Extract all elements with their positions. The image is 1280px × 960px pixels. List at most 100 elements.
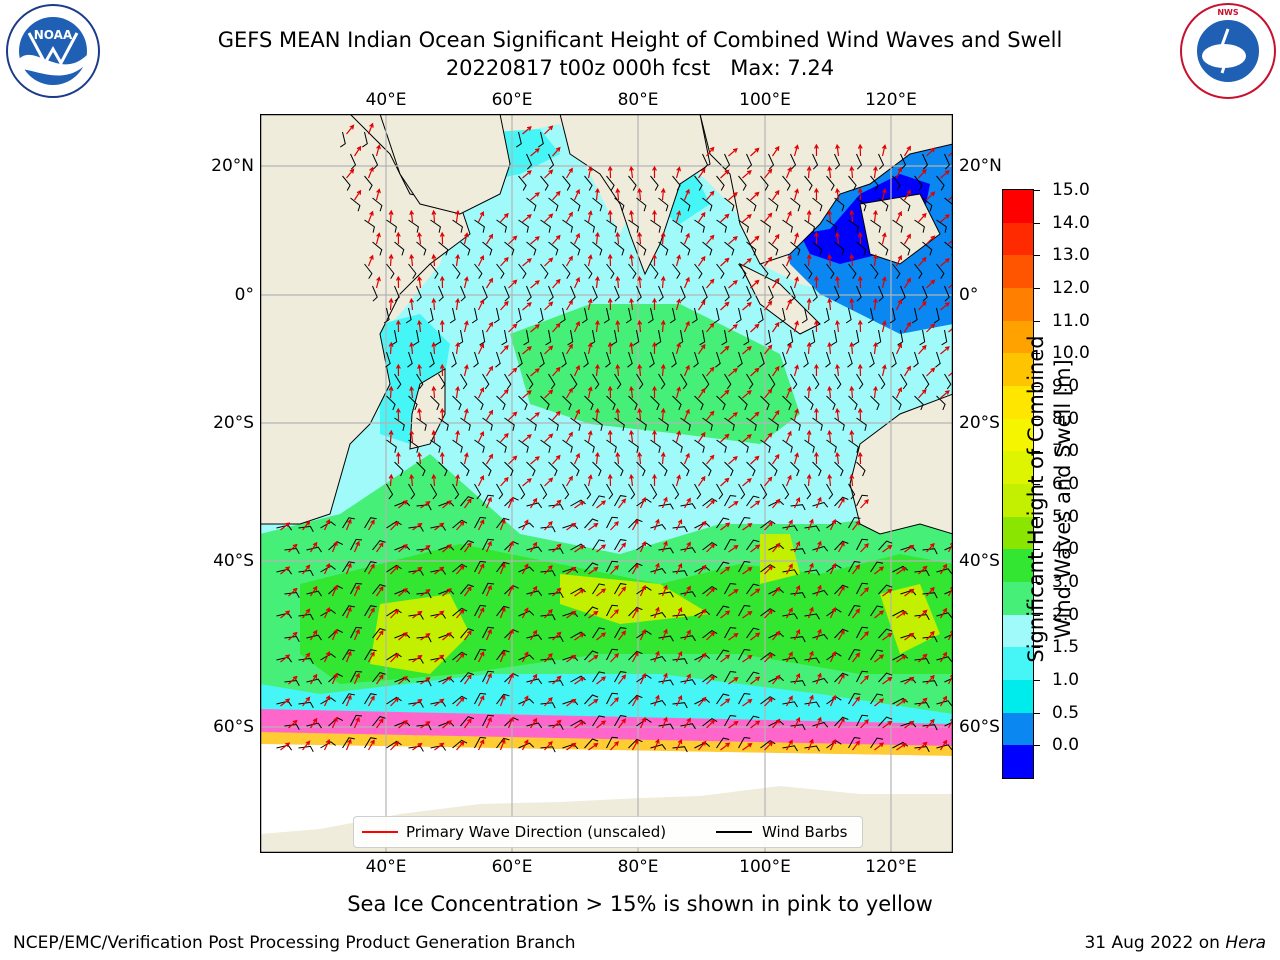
wave-direction-arrow (552, 146, 561, 157)
wave-direction-arrow (629, 341, 634, 355)
wave-direction-arrow (288, 543, 298, 553)
wind-barb (760, 175, 769, 191)
wave-direction-arrow (827, 209, 833, 223)
wind-barb (658, 417, 669, 431)
wind-barb (650, 263, 659, 279)
wind-barb (298, 657, 314, 664)
wave-direction-arrow (309, 629, 318, 641)
wave-direction-arrow (390, 653, 400, 663)
wind-barb (407, 351, 413, 368)
wind-barb (768, 241, 779, 256)
wave-direction-arrow (837, 497, 845, 509)
wave-direction-arrow (772, 409, 780, 421)
wind-barb (944, 721, 953, 727)
wind-barb (672, 746, 688, 753)
wind-barb (650, 700, 667, 706)
wave-direction-arrow (639, 496, 646, 509)
wave-direction-arrow (566, 698, 577, 707)
wind-barb (848, 483, 856, 500)
wind-barb (372, 197, 383, 212)
wave-direction-arrow (940, 258, 950, 267)
wind-barb (474, 263, 483, 279)
wave-direction-arrow (464, 630, 472, 641)
wave-direction-arrow (529, 497, 538, 509)
wave-direction-arrow (637, 363, 643, 377)
wave-direction-arrow (918, 300, 927, 311)
wave-direction-arrow (280, 654, 291, 663)
wind-barb (672, 439, 683, 453)
wind-barb (672, 702, 688, 709)
wave-direction-arrow (398, 543, 408, 553)
wave-direction-arrow (793, 716, 801, 729)
wind-barb (471, 307, 478, 324)
wave-direction-arrow (852, 740, 861, 751)
colorbar-title-line1: Significant Height of Combined (1024, 335, 1048, 663)
wave-direction-arrow (500, 432, 509, 443)
wave-direction-arrow (813, 407, 819, 421)
wind-barb (672, 526, 688, 533)
wave-direction-arrow (785, 519, 793, 531)
wave-direction-arrow (507, 584, 514, 597)
wind-barb (625, 307, 632, 324)
wave-direction-arrow (815, 540, 822, 553)
wave-direction-arrow (793, 144, 799, 157)
wind-barb (848, 648, 861, 661)
wave-direction-arrow (835, 275, 840, 289)
wind-barb (559, 307, 566, 324)
wave-direction-arrow (706, 499, 716, 509)
wind-barb (386, 219, 397, 233)
wind-barb (342, 605, 355, 617)
wave-direction-arrow (631, 739, 639, 751)
wave-direction-arrow (431, 209, 437, 223)
wave-direction-arrow (573, 408, 580, 421)
wind-barb (746, 461, 756, 477)
wave-direction-arrow (607, 473, 613, 487)
wave-direction-arrow (772, 630, 781, 641)
wind-barb (474, 560, 487, 573)
wave-direction-arrow (588, 610, 599, 619)
wind-barb (636, 630, 652, 639)
wind-barb (495, 351, 501, 368)
wave-direction-arrow (500, 344, 509, 355)
wind-barb (386, 395, 396, 411)
wind-barb (584, 606, 599, 617)
wave-direction-arrow (288, 631, 298, 641)
wind-barb (746, 583, 760, 595)
wave-direction-arrow (629, 209, 634, 223)
ocean-yellow-green (370, 534, 940, 674)
wind-barb (826, 483, 834, 500)
wind-barb (848, 395, 858, 411)
wave-direction-arrow (895, 386, 902, 399)
wave-direction-arrow (629, 429, 634, 443)
wave-direction-arrow (813, 231, 819, 245)
wave-direction-arrow (939, 651, 948, 663)
wave-direction-arrow (565, 167, 573, 179)
wave-direction-arrow (806, 341, 812, 355)
wind-barb (474, 692, 487, 705)
wind-barb (548, 680, 564, 687)
wave-direction-arrow (683, 276, 690, 289)
wind-barb (892, 565, 909, 573)
wave-direction-arrow (881, 364, 887, 377)
wind-barb (320, 653, 336, 661)
wind-barb (790, 636, 806, 643)
wind-barb (650, 175, 659, 191)
wind-barb (584, 175, 593, 191)
wave-direction-arrow (431, 473, 437, 487)
wind-barb (548, 285, 554, 302)
wave-direction-arrow (683, 717, 691, 729)
wave-direction-arrow (499, 738, 506, 751)
wind-barb (716, 693, 730, 705)
wind-barb (628, 263, 637, 279)
wave-direction-arrow (629, 297, 634, 311)
wave-direction-arrow (618, 586, 627, 597)
wave-direction-arrow (530, 280, 540, 289)
wind-barb (680, 723, 696, 730)
wave-direction-arrow (631, 695, 639, 707)
wave-direction-arrow (390, 521, 400, 531)
wind-barb (900, 197, 911, 212)
noaa-logo: NOAA (6, 4, 100, 98)
wind-barb (826, 564, 842, 573)
wave-direction-arrow (573, 188, 580, 201)
wave-direction-arrow (661, 628, 668, 641)
